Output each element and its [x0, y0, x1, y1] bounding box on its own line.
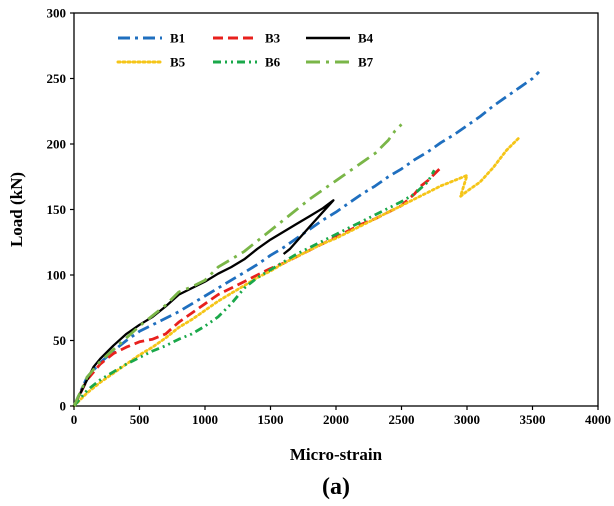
series-line-b7	[72, 123, 403, 407]
axes-layer: 0 500 1000 1500 2000 2500 3000 3500 4000 0 50 100 15…	[47, 6, 612, 428]
series-layer	[72, 70, 540, 408]
legend-label-b4: B4	[358, 31, 374, 46]
series-line-b5	[72, 135, 521, 408]
y-tick-label: 200	[47, 137, 67, 152]
x-axis-title: Micro-strain	[290, 445, 383, 464]
x-tick-label: 0	[71, 412, 78, 427]
x-tick-label: 1500	[258, 412, 284, 427]
x-tick-label: 4000	[585, 412, 611, 427]
legend-label-b6: B6	[265, 55, 281, 70]
y-tick-label: 250	[47, 71, 67, 86]
y-tick-label: 50	[53, 333, 66, 348]
x-tick-label: 1000	[192, 412, 218, 427]
legend-label-b5: B5	[170, 55, 186, 70]
x-tick-label: 2000	[323, 412, 349, 427]
y-tick-label: 150	[47, 202, 67, 217]
plot-area	[73, 12, 599, 407]
legend-label-b1: B1	[170, 31, 185, 46]
x-tick-label: 500	[130, 412, 150, 427]
series-line-b1	[72, 70, 540, 407]
y-tick-label: 100	[47, 268, 67, 283]
x-tick-label: 2500	[389, 412, 415, 427]
legend-label-b7: B7	[358, 55, 374, 70]
x-tick-label: 3000	[454, 412, 480, 427]
series-line-b6	[72, 169, 436, 407]
series-line-b3	[72, 166, 442, 407]
y-axis-title: Load (kN)	[7, 172, 26, 247]
plot-border	[73, 12, 599, 407]
y-tick-label: 0	[60, 399, 67, 414]
legend-label-b3: B3	[265, 31, 281, 46]
y-tick-label: 300	[47, 6, 67, 21]
legend: B1 B3 B4 B5 B6 B7	[116, 31, 374, 70]
x-tick-label: 3500	[520, 412, 546, 427]
figure-caption: (a)	[322, 474, 350, 500]
series-line-b4	[72, 199, 335, 407]
